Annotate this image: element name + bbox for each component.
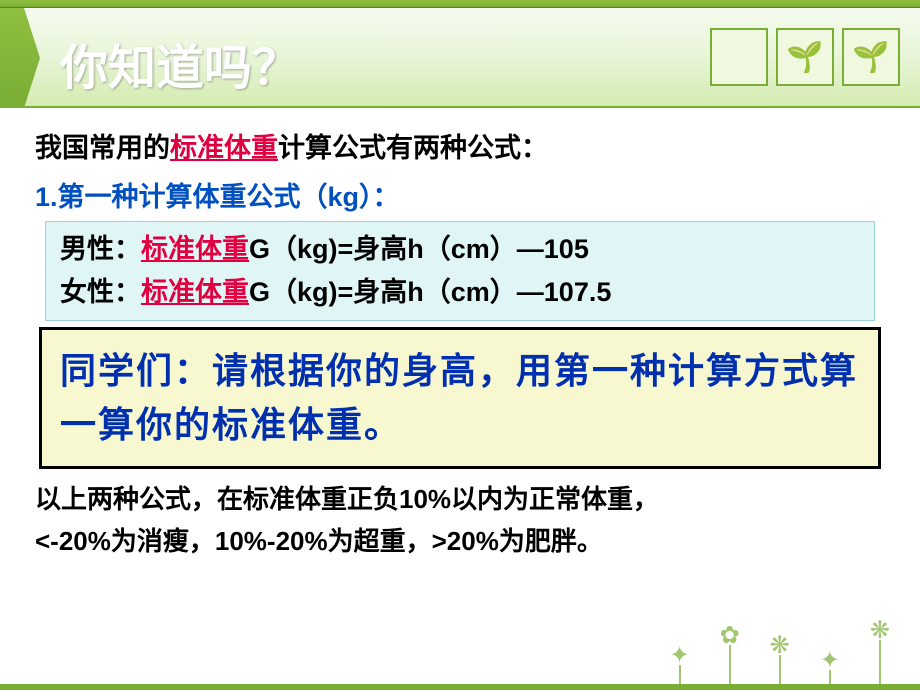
female-highlight: 标准体重	[141, 277, 249, 307]
intro-prefix: 我国常用的	[35, 133, 170, 163]
formula-box: 男性：标准体重G（kg)=身高h（cm）—105 女性：标准体重G（kg)=身高…	[45, 221, 875, 321]
male-highlight: 标准体重	[141, 234, 249, 264]
intro-line: 我国常用的标准体重计算公式有两种公式：	[35, 128, 885, 169]
bottom-line2: <-20%为消瘦，10%-20%为超重，>20%为肥胖。	[35, 521, 885, 563]
female-rest: G（kg)=身高h（cm）—107.5	[249, 277, 611, 307]
intro-suffix: 计算公式有两种公式：	[278, 133, 548, 163]
plant-icon: ❋	[770, 636, 790, 690]
header-thumbnails: 🌱 🌱	[710, 28, 900, 86]
callout-box: 同学们：请根据你的身高，用第一种计算方式算一算你的标准体重。	[39, 327, 881, 469]
female-label: 女性：	[60, 277, 141, 307]
formula-male: 男性：标准体重G（kg)=身高h（cm）—105	[60, 228, 860, 271]
bottom-line1: 以上两种公式，在标准体重正负10%以内为正常体重，	[35, 479, 885, 521]
plant-icon: ✿	[720, 626, 740, 690]
intro-highlight: 标准体重	[170, 133, 278, 163]
slide-content: 我国常用的标准体重计算公式有两种公式： 1.第一种计算体重公式（kg）： 男性：…	[0, 108, 920, 563]
slide-title: 你知道吗？	[60, 28, 300, 98]
header-arrow-decoration	[0, 8, 40, 108]
slide-header: 你知道吗？ 🌱 🌱	[0, 8, 920, 108]
bottom-stripe	[0, 684, 920, 690]
male-rest: G（kg)=身高h（cm）—105	[249, 234, 589, 264]
section1-heading: 1.第一种计算体重公式（kg）：	[35, 177, 885, 218]
thumb-3: 🌱	[842, 28, 900, 86]
male-label: 男性：	[60, 234, 141, 264]
formula-female: 女性：标准体重G（kg)=身高h（cm）—107.5	[60, 271, 860, 314]
thumb-2: 🌱	[776, 28, 834, 86]
top-stripe	[0, 0, 920, 8]
footer-decoration: ✦ ✿ ❋ ✦ ❋	[570, 600, 920, 690]
leaf-icon: 🌱	[786, 40, 823, 75]
leaf-icon: 🌱	[852, 40, 889, 75]
bottom-note: 以上两种公式，在标准体重正负10%以内为正常体重， <-20%为消瘦，10%-2…	[35, 479, 885, 562]
thumb-1	[710, 28, 768, 86]
plant-icon: ❋	[870, 621, 890, 690]
